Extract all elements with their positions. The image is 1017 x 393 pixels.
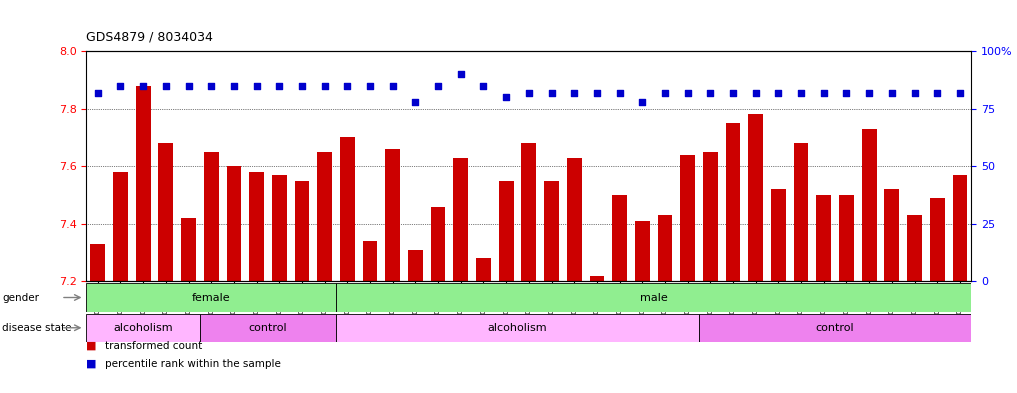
Point xyxy=(816,89,832,95)
Point xyxy=(453,71,469,77)
Text: control: control xyxy=(248,323,287,333)
Point xyxy=(657,89,673,95)
Text: ■: ■ xyxy=(86,358,97,369)
Bar xyxy=(839,195,854,281)
Bar xyxy=(498,181,514,281)
Point xyxy=(861,89,878,95)
Bar xyxy=(249,172,264,281)
Bar xyxy=(680,155,695,281)
Point xyxy=(793,89,810,95)
Point xyxy=(770,89,786,95)
Point xyxy=(725,89,741,95)
Point xyxy=(203,83,220,89)
Bar xyxy=(885,189,899,281)
Text: alcoholism: alcoholism xyxy=(113,323,173,333)
Point xyxy=(611,89,627,95)
Point xyxy=(838,89,854,95)
Bar xyxy=(861,129,877,281)
Bar xyxy=(953,175,967,281)
Bar xyxy=(749,114,763,281)
Bar xyxy=(340,138,355,281)
Bar xyxy=(336,283,971,312)
Bar xyxy=(566,158,582,281)
Bar xyxy=(363,241,377,281)
Bar xyxy=(86,314,200,342)
Point xyxy=(543,89,559,95)
Point xyxy=(112,83,128,89)
Bar xyxy=(408,250,423,281)
Text: control: control xyxy=(816,323,854,333)
Point xyxy=(498,94,515,100)
Point xyxy=(407,99,423,105)
Bar xyxy=(476,258,491,281)
Bar xyxy=(181,218,196,281)
Point xyxy=(340,83,356,89)
Bar xyxy=(590,275,604,281)
Bar xyxy=(544,181,559,281)
Point xyxy=(702,89,718,95)
Point xyxy=(180,83,196,89)
Bar xyxy=(203,152,219,281)
Point xyxy=(884,89,900,95)
Point xyxy=(952,89,968,95)
Bar xyxy=(771,189,786,281)
Bar xyxy=(272,175,287,281)
Point xyxy=(362,83,378,89)
Text: female: female xyxy=(192,292,231,303)
Bar xyxy=(227,166,241,281)
Text: disease state: disease state xyxy=(2,323,71,333)
Point xyxy=(135,83,152,89)
Bar xyxy=(454,158,468,281)
Point xyxy=(272,83,288,89)
Bar xyxy=(86,283,336,312)
Bar xyxy=(336,314,699,342)
Text: GDS4879 / 8034034: GDS4879 / 8034034 xyxy=(86,30,214,43)
Text: gender: gender xyxy=(2,292,39,303)
Bar xyxy=(91,244,105,281)
Point xyxy=(747,89,764,95)
Bar xyxy=(200,314,336,342)
Text: ■: ■ xyxy=(86,341,97,351)
Point xyxy=(589,89,605,95)
Bar xyxy=(699,314,971,342)
Point xyxy=(430,83,446,89)
Bar xyxy=(635,221,650,281)
Bar xyxy=(522,143,536,281)
Bar xyxy=(930,198,945,281)
Bar xyxy=(703,152,718,281)
Bar xyxy=(817,195,831,281)
Bar xyxy=(793,143,809,281)
Point xyxy=(521,89,537,95)
Bar xyxy=(612,195,626,281)
Bar xyxy=(726,123,740,281)
Point xyxy=(248,83,264,89)
Bar xyxy=(159,143,173,281)
Bar xyxy=(385,149,400,281)
Point xyxy=(316,83,333,89)
Point xyxy=(566,89,583,95)
Point xyxy=(294,83,310,89)
Point xyxy=(930,89,946,95)
Bar xyxy=(136,86,151,281)
Text: alcoholism: alcoholism xyxy=(488,323,547,333)
Bar xyxy=(658,215,672,281)
Bar xyxy=(113,172,128,281)
Bar xyxy=(907,215,921,281)
Bar xyxy=(295,181,309,281)
Point xyxy=(475,83,491,89)
Point xyxy=(384,83,401,89)
Text: male: male xyxy=(640,292,667,303)
Text: transformed count: transformed count xyxy=(105,341,202,351)
Bar xyxy=(317,152,332,281)
Bar xyxy=(431,207,445,281)
Point xyxy=(679,89,696,95)
Point xyxy=(226,83,242,89)
Point xyxy=(635,99,651,105)
Text: percentile rank within the sample: percentile rank within the sample xyxy=(105,358,281,369)
Point xyxy=(89,89,106,95)
Point xyxy=(906,89,922,95)
Point xyxy=(158,83,174,89)
